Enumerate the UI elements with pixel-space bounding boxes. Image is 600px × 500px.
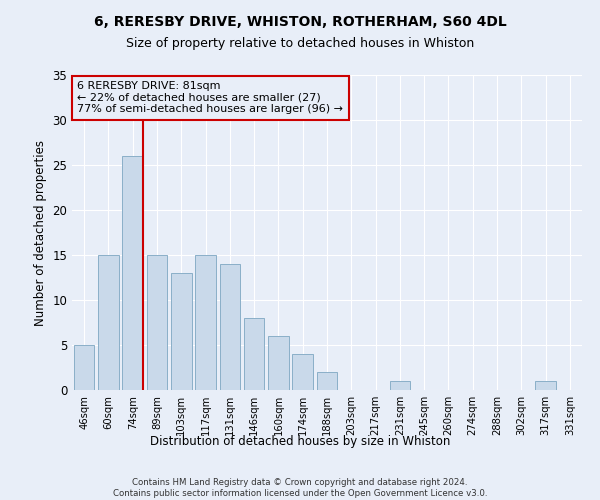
- Y-axis label: Number of detached properties: Number of detached properties: [34, 140, 47, 326]
- Text: Distribution of detached houses by size in Whiston: Distribution of detached houses by size …: [150, 435, 450, 448]
- Text: Contains HM Land Registry data © Crown copyright and database right 2024.
Contai: Contains HM Land Registry data © Crown c…: [113, 478, 487, 498]
- Bar: [171, 273, 191, 390]
- Bar: [389, 381, 410, 390]
- Bar: [292, 354, 313, 390]
- Bar: [535, 381, 556, 390]
- Text: 6, RERESBY DRIVE, WHISTON, ROTHERHAM, S60 4DL: 6, RERESBY DRIVE, WHISTON, ROTHERHAM, S6…: [94, 15, 506, 29]
- Bar: [268, 336, 289, 390]
- Bar: [98, 255, 119, 390]
- Bar: [74, 345, 94, 390]
- Bar: [122, 156, 143, 390]
- Text: 6 RERESBY DRIVE: 81sqm
← 22% of detached houses are smaller (27)
77% of semi-det: 6 RERESBY DRIVE: 81sqm ← 22% of detached…: [77, 82, 343, 114]
- Bar: [317, 372, 337, 390]
- Bar: [220, 264, 240, 390]
- Text: Size of property relative to detached houses in Whiston: Size of property relative to detached ho…: [126, 38, 474, 51]
- Bar: [146, 255, 167, 390]
- Bar: [244, 318, 265, 390]
- Bar: [195, 255, 216, 390]
